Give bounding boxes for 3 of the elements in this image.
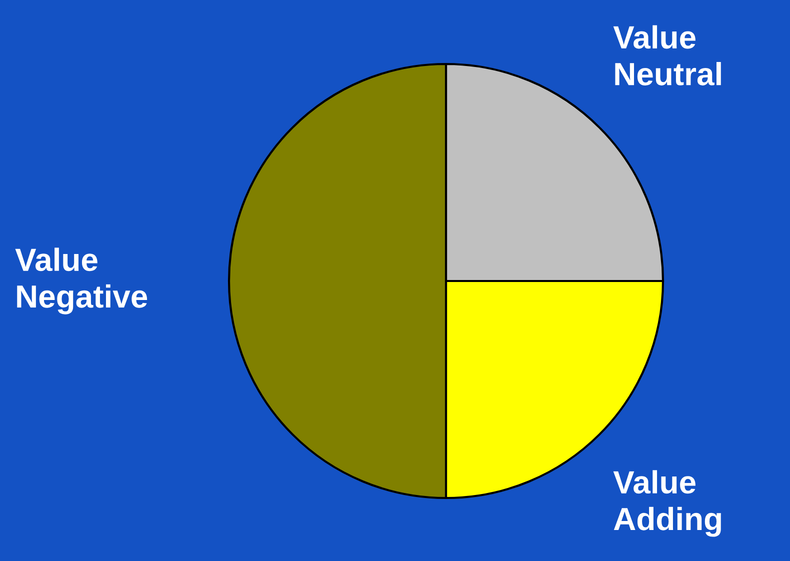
slice-label: Value Negative xyxy=(15,248,148,314)
slice-label: Value Adding xyxy=(613,470,721,537)
slice-label: Value Neutral xyxy=(613,25,721,86)
